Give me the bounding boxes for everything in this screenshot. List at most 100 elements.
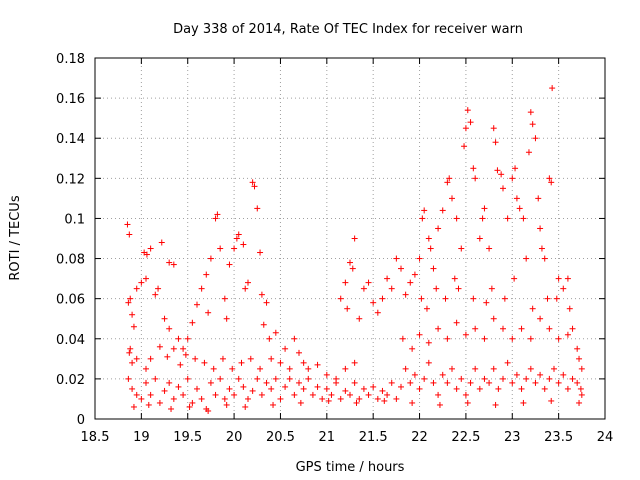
data-point [379,295,386,302]
data-point [541,255,548,262]
data-point [439,371,446,378]
data-point [453,385,460,392]
data-point [425,339,432,346]
data-point [260,321,267,328]
y-tick-label: 0.14 [56,132,85,147]
data-point [175,335,182,342]
data-point [476,385,483,392]
data-point [125,375,132,382]
data-point [384,391,391,398]
x-tick-label: 22 [411,430,428,445]
data-point [495,385,502,392]
data-point [184,375,191,382]
data-point [282,383,289,390]
data-point [272,329,279,336]
data-point [277,395,284,402]
x-tick-label: 21 [319,430,336,445]
data-point [221,295,228,302]
data-point [319,395,326,402]
data-point [138,395,145,402]
data-point [527,365,534,372]
data-point [300,359,307,366]
data-point [555,379,562,386]
data-point [529,121,536,128]
data-point [569,375,576,382]
data-point [490,315,497,322]
data-point [207,255,214,262]
data-point [143,251,150,258]
data-point [504,215,511,222]
data-point [342,279,349,286]
data-point [430,265,437,272]
data-point [170,345,177,352]
data-point [129,311,136,318]
data-point [249,387,256,394]
data-point [240,241,247,248]
data-point [544,295,551,302]
data-point [481,205,488,212]
data-point [458,375,465,382]
data-point [501,295,508,302]
data-point [223,401,230,408]
data-point [516,205,523,212]
data-point [518,325,525,332]
data-point [205,309,212,316]
data-point [393,395,400,402]
data-point [143,379,149,386]
data-point [161,315,168,322]
data-point [444,379,451,386]
data-point [300,385,307,392]
data-point [467,119,474,126]
data-point [212,391,219,398]
data-point [155,285,162,292]
y-tick-label: 0 [77,413,85,428]
data-point [490,125,497,132]
data-point [458,245,465,252]
data-point [127,345,134,352]
y-tick-label: 0.18 [56,52,85,67]
data-point [472,365,479,372]
x-tick-label: 20.5 [266,430,295,445]
data-point [537,371,544,378]
data-point [551,365,557,372]
data-point [421,375,428,382]
data-point [532,379,539,386]
data-point [381,397,388,404]
data-point [356,395,363,402]
data-point [356,315,363,322]
data-point [407,379,414,386]
data-point [435,325,442,332]
data-point [537,225,544,232]
data-point [130,323,137,330]
data-point [231,245,238,252]
data-point [518,385,525,392]
data-point [492,401,499,408]
data-point [266,335,273,342]
data-point [399,335,406,342]
data-point [257,249,264,256]
data-point [476,235,483,242]
data-point [402,365,409,372]
data-point [435,391,442,398]
data-point [421,207,428,214]
data-point [419,215,426,222]
data-point [145,401,152,408]
data-point [370,383,377,390]
data-point [500,325,506,332]
data-point [235,375,242,382]
data-point [207,379,214,386]
data-point [409,399,416,406]
data-point [553,295,560,302]
data-point [170,261,177,268]
data-point [509,175,516,182]
data-point [351,379,358,386]
data-point [342,387,349,394]
data-point [564,385,571,392]
y-tick-label: 0.1 [64,212,85,227]
data-point [156,343,163,350]
x-tick-label: 19 [133,430,150,445]
data-point [272,375,279,382]
y-axis-label: ROTI / TECUs [8,195,23,280]
data-point [337,395,344,402]
data-point [379,387,386,394]
